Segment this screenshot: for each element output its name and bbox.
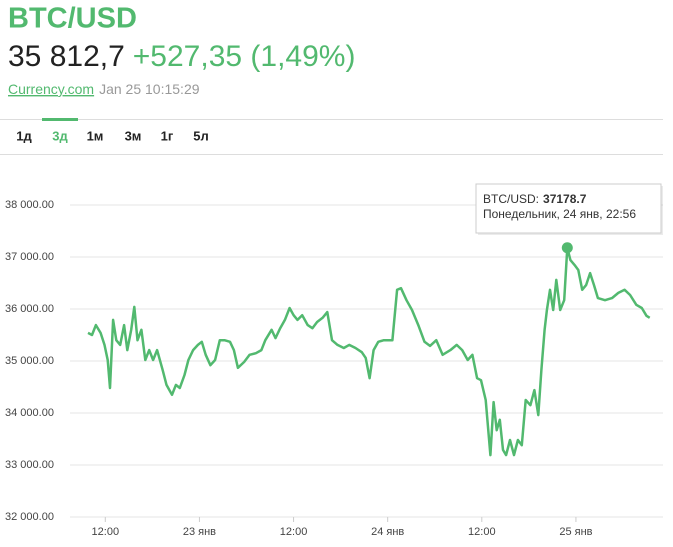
y-tick-label: 34 000.00 [5, 407, 54, 419]
source-line: Currency.com Jan 25 10:15:29 [8, 81, 200, 97]
tab[interactable]: 3д [52, 128, 68, 143]
price: 35 812,7 +527,35 (1,49%) [8, 40, 355, 73]
y-tick-label: 38 000.00 [5, 199, 54, 211]
grid: 32 000.00 33 000.00 34 000.00 35 000.00 36 0… [5, 199, 663, 538]
x-tick-label: 12:00 [280, 526, 308, 538]
tooltip-value: 37178.7 [543, 192, 587, 206]
timestamp: Jan 25 10:15:29 [99, 81, 200, 97]
tab[interactable]: 1м [87, 128, 104, 143]
price-value: 35 812,7 [8, 40, 125, 73]
tab[interactable]: 1д [16, 128, 32, 143]
tab[interactable]: 1г [161, 128, 174, 143]
tooltip-date: Понедельник, 24 янв, 22:56 [483, 207, 636, 221]
tooltip-label: BTC/USD: [483, 192, 539, 206]
source-link[interactable]: Currency.com [8, 81, 94, 97]
x-tick-label: 12:00 [468, 526, 496, 538]
y-tick-label: 32 000.00 [5, 511, 54, 523]
price-change: +527,35 (1,49%) [133, 40, 356, 73]
x-tick-label: 23 янв [183, 526, 216, 538]
y-tick-label: 36 000.00 [5, 303, 54, 315]
tabs: 1д 3д 1м 3м 1г 5л [16, 118, 209, 143]
tooltip-box [475, 183, 662, 234]
price-line [87, 246, 651, 457]
title: BTC/USD [8, 3, 137, 35]
plot [87, 242, 651, 457]
active-tab-bar [42, 118, 78, 121]
y-tick-label: 33 000.00 [5, 459, 54, 471]
x-tick-label: 24 янв [371, 526, 404, 538]
y-tick-label: 37 000.00 [5, 251, 54, 263]
tooltip-line: BTC/USD: 37178.7 [483, 192, 587, 206]
tab[interactable]: 3м [125, 128, 142, 143]
y-tick-label: 35 000.00 [5, 355, 54, 367]
hover-point [561, 242, 573, 254]
x-tick-label: 25 янв [559, 526, 592, 538]
x-tick-label: 12:00 [92, 526, 120, 538]
tab[interactable]: 5л [193, 128, 209, 143]
